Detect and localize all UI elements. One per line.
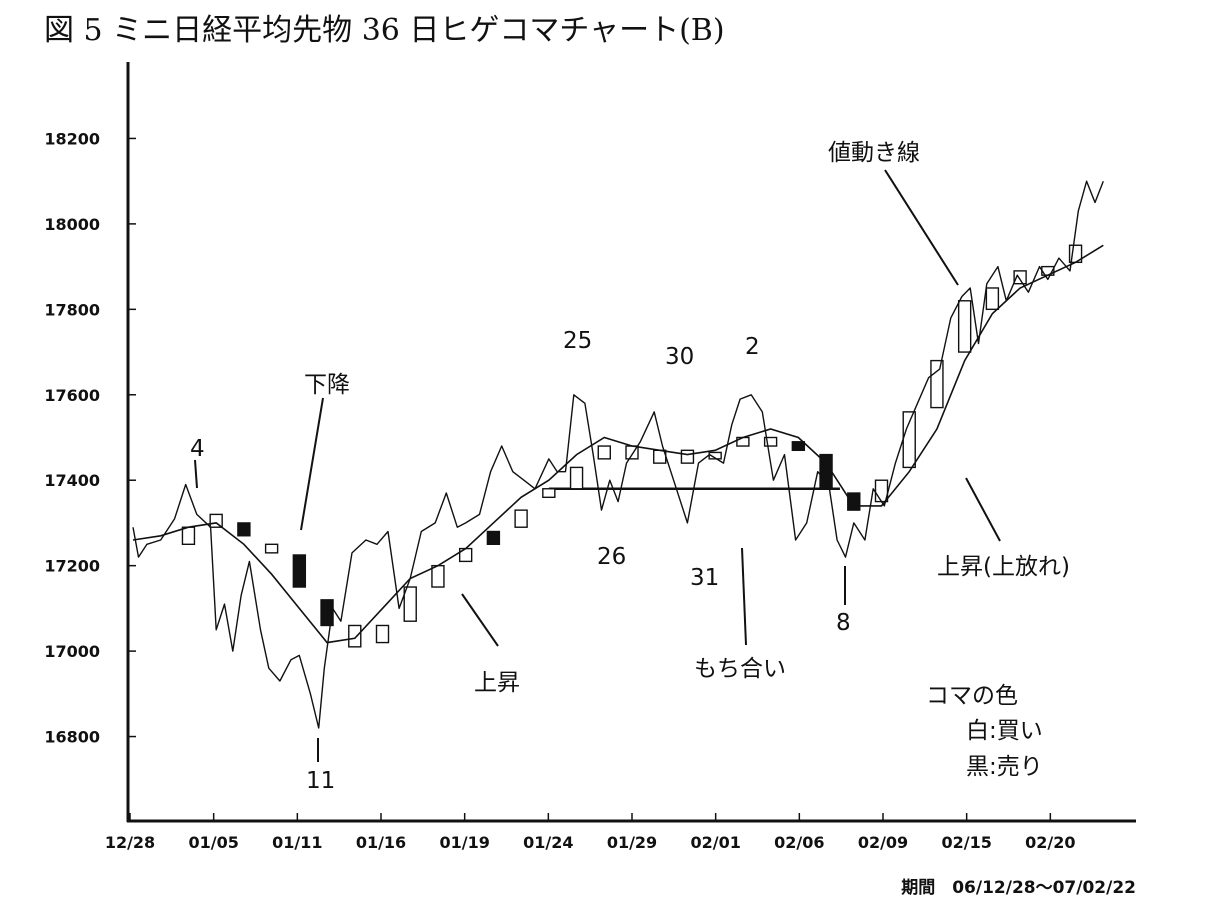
chart-title: 図 5 ミニ日経平均先物 36 日ヒゲコマチャート(B) [44, 13, 725, 48]
y-tick-label: 18000 [44, 215, 100, 234]
x-tick-label: 02/06 [774, 833, 824, 852]
x-tick-label: 02/01 [690, 833, 740, 852]
lines-layer [132, 180, 1104, 729]
candle-white [542, 488, 556, 499]
annotation-up-breakout: 上昇(上放れ) [937, 554, 1070, 580]
candle-white [514, 509, 528, 528]
pointer-breakout [965, 477, 1001, 542]
pointer-down [300, 397, 324, 531]
y-tick-label: 17800 [44, 300, 100, 319]
x-tick-label: 02/09 [858, 833, 908, 852]
annotation-n8: 8 [836, 610, 851, 636]
y-tick-label: 18200 [44, 129, 100, 148]
y-tick-label: 17000 [44, 642, 100, 661]
candle-white [985, 287, 1000, 311]
annotation-n2: 2 [745, 334, 760, 360]
annotation-n26: 26 [597, 544, 626, 570]
y-tick-label: 17400 [44, 471, 100, 490]
candle-black [791, 441, 806, 452]
candle-black [237, 522, 251, 537]
candle-white [181, 526, 196, 546]
candle-white [569, 466, 584, 490]
annotation-n30: 30 [665, 344, 694, 370]
y-tick-label: 16800 [44, 728, 100, 747]
candle-black [292, 554, 307, 588]
candle-white [680, 449, 695, 464]
x-tick-label: 01/24 [523, 833, 573, 852]
candle-white [763, 436, 778, 447]
annotation-range: もち合い [694, 656, 786, 682]
trend-line [132, 244, 1104, 644]
annotation-n4: 4 [190, 436, 205, 462]
candle-white [375, 624, 390, 644]
candle-white [431, 564, 445, 588]
annotation-price-line: 値動き線 [828, 140, 920, 166]
candle-black [847, 492, 861, 511]
x-tick-label: 12/28 [105, 833, 155, 852]
y-axis-ticks: 16800 17000 17200 17400 17600 17800 18000 18200 [44, 129, 136, 747]
candle-white [902, 411, 916, 469]
y-tick-label: 17600 [44, 386, 100, 405]
x-axis-ticks: 12/28 01/05 01/11 01/16 01/19 01/24 01/29 02/01… [105, 813, 1076, 852]
pointer-4 [194, 459, 198, 489]
annotation-n11: 11 [306, 768, 335, 794]
x-tick-label: 01/29 [607, 833, 657, 852]
pointer-up [461, 593, 499, 647]
candle-black [320, 599, 334, 627]
candle-white [930, 359, 944, 409]
pointer-price-line [884, 169, 959, 286]
x-tick-label: 02/15 [941, 833, 991, 852]
annotation-pointers [194, 169, 1001, 762]
price-line [132, 180, 1104, 729]
period-label: 期間 06/12/28〜07/02/22 [901, 878, 1136, 898]
candle-black [486, 530, 501, 546]
annotation-n31: 31 [690, 565, 719, 591]
legend-title: コマの色 [926, 683, 1018, 709]
candle-white [957, 300, 972, 353]
candle-white [1013, 270, 1027, 285]
candle-white [264, 543, 279, 554]
x-tick-label: 01/05 [188, 833, 238, 852]
y-tick-label: 17200 [44, 557, 100, 576]
candle-white [348, 624, 362, 648]
x-tick-label: 02/20 [1025, 833, 1075, 852]
candle-white [403, 586, 417, 622]
x-tick-label: 01/19 [439, 833, 489, 852]
x-tick-label: 01/16 [356, 833, 406, 852]
x-tick-label: 01/11 [272, 833, 322, 852]
legend-white: 白:買い [966, 718, 1043, 744]
annotation-up: 上昇 [474, 670, 520, 696]
candle-white [597, 445, 611, 460]
annotation-down: 下降 [304, 372, 350, 398]
legend-black: 黒:売り [966, 754, 1043, 780]
pointer-range [741, 547, 747, 646]
annotation-n25: 25 [563, 328, 592, 354]
